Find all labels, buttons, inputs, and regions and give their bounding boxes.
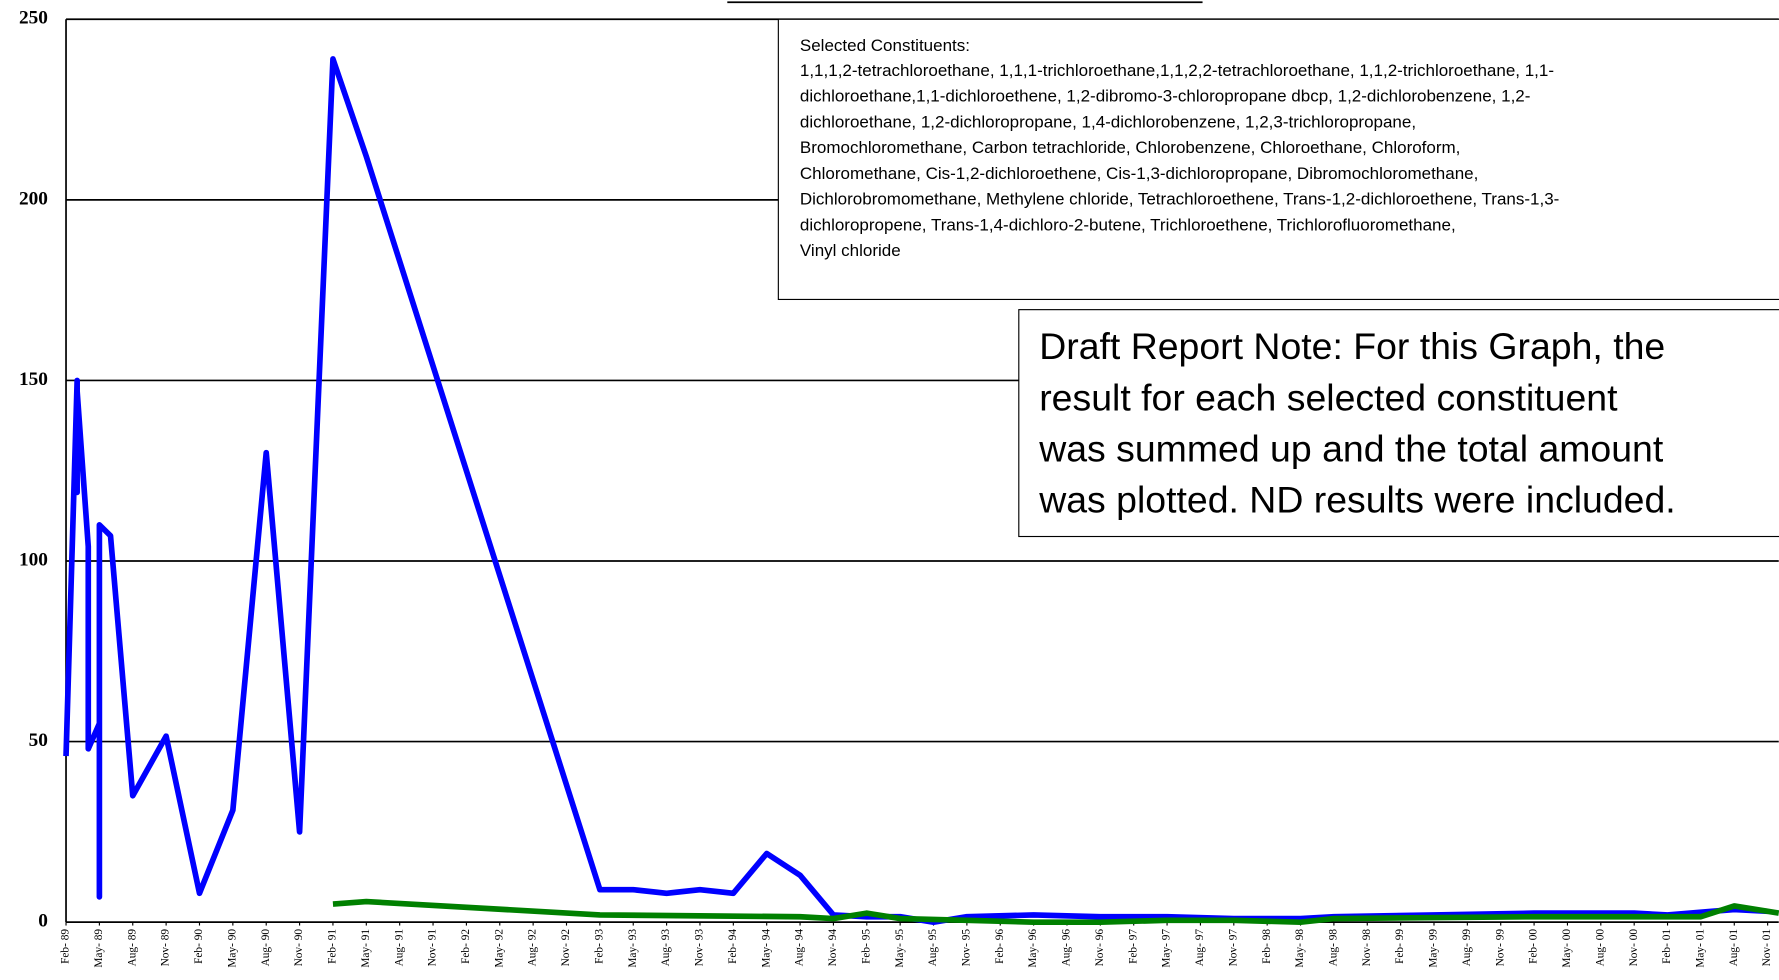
- constituents-line: dichloroethane, 1,2-dichloropropane, 1,4…: [800, 112, 1416, 131]
- constituents-line: Chloromethane, Cis-1,2-dichloroethene, C…: [800, 164, 1478, 183]
- x-tick-label: Feb- 98: [1261, 929, 1273, 964]
- x-tick-label: Aug- 94: [794, 929, 806, 967]
- x-tick-label: May- 90: [226, 929, 238, 968]
- note-line: result for each selected constituent: [1039, 376, 1618, 418]
- x-tick-label: May- 89: [93, 929, 105, 968]
- y-tick-label: 250: [19, 8, 48, 29]
- x-tick-label: May- 01: [1695, 929, 1707, 968]
- constituents-line: Vinyl chloride: [800, 241, 901, 260]
- x-tick-label: Feb- 90: [193, 929, 205, 964]
- x-tick-label: May- 95: [894, 929, 906, 968]
- data-line: [332, 898, 1779, 925]
- note-box: [1018, 309, 1779, 538]
- x-tick-label: Nov- 96: [1094, 929, 1106, 967]
- y-tick-label: 50: [29, 730, 48, 751]
- x-tick-label: Feb- 97: [1127, 929, 1139, 964]
- x-tick-label: May- 98: [1294, 929, 1306, 968]
- x-tick-label: May- 99: [1428, 929, 1440, 968]
- x-tick-label: Nov- 91: [427, 929, 439, 966]
- constituents-title: Selected Constituents:: [800, 36, 970, 55]
- x-tick-label: Feb- 99: [1394, 929, 1406, 964]
- x-tick-label: May- 91: [360, 929, 372, 968]
- x-tick-label: Nov- 95: [960, 929, 972, 967]
- y-tick-label: 150: [19, 369, 48, 390]
- constituents-line: Bromochloromethane, Carbon tetrachloride…: [800, 138, 1461, 157]
- x-tick-label: May- 92: [493, 929, 505, 968]
- x-tick-label: Nov- 92: [560, 929, 572, 967]
- x-tick-label: Aug- 91: [393, 929, 405, 966]
- data-line: [63, 56, 1768, 925]
- x-tick-label: Aug- 89: [126, 929, 138, 967]
- note-line: was summed up and the total amount: [1038, 427, 1664, 469]
- x-tick-label: Feb- 91: [327, 929, 339, 964]
- x-tick-label: Aug- 99: [1461, 929, 1473, 967]
- x-tick-label: Nov- 94: [827, 929, 839, 967]
- x-tick-label: Nov- 99: [1494, 929, 1506, 967]
- note-line: was plotted. ND results were included.: [1038, 478, 1675, 520]
- note-line: Draft Report Note: For this Graph, the: [1039, 325, 1665, 367]
- x-tick-label: Nov- 97: [1227, 929, 1239, 967]
- x-tick-label: Nov- 93: [694, 929, 706, 967]
- x-tick-label: Feb- 00: [1528, 929, 1540, 964]
- y-tick-label: 100: [19, 549, 48, 570]
- x-tick-label: Feb- 94: [727, 929, 739, 964]
- x-tick-label: Aug- 96: [1061, 929, 1073, 967]
- y-tick-label: 0: [38, 911, 48, 932]
- x-tick-label: Feb- 95: [860, 929, 872, 964]
- x-tick-label: Aug- 00: [1594, 929, 1606, 967]
- x-tick-label: Feb- 89: [60, 929, 72, 964]
- x-tick-label: Nov- 00: [1628, 929, 1640, 967]
- x-tick-label: Aug- 98: [1328, 929, 1340, 967]
- x-tick-label: Nov- 89: [160, 929, 172, 967]
- x-tick-label: Nov- 98: [1361, 929, 1373, 967]
- constituents-line: dichloropropene, Trans-1,4-dichloro-2-bu…: [800, 215, 1456, 234]
- x-tick-label: May- 97: [1161, 929, 1173, 968]
- x-tick-label: Feb- 93: [593, 929, 605, 964]
- x-tick-label: Feb- 96: [994, 929, 1006, 964]
- x-tick-label: May- 00: [1561, 929, 1573, 968]
- x-tick-label: Aug- 01: [1728, 929, 1740, 966]
- constituents-box: [777, 18, 1779, 301]
- x-tick-label: May- 96: [1027, 929, 1039, 968]
- x-tick-label: Feb- 01: [1661, 929, 1673, 964]
- y-tick-label: 200: [19, 188, 48, 209]
- x-tick-label: May- 94: [760, 929, 772, 968]
- x-tick-label: Feb- 92: [460, 929, 472, 964]
- x-tick-label: Aug- 90: [260, 929, 272, 967]
- annotations: 1,1,1,2-tetrachloroethane, 1,1,1-trichlo…: [800, 61, 1676, 520]
- x-tick-label: Aug- 95: [927, 929, 939, 967]
- x-tick-label: Nov- 01: [1761, 929, 1773, 966]
- constituents-line: Dichlorobromomethane, Methylene chloride…: [800, 190, 1559, 209]
- lines: [63, 56, 1779, 925]
- x-tick-label: May- 93: [627, 929, 639, 968]
- constituents-line: dichloroethane,1,1-dichloroethene, 1,2-d…: [800, 87, 1531, 106]
- x-tick-label: Aug- 93: [660, 929, 672, 967]
- constituents-line: 1,1,1,2-tetrachloroethane, 1,1,1-trichlo…: [800, 61, 1554, 80]
- x-tick-label: Nov- 90: [293, 929, 305, 967]
- x-tick-label: Aug- 92: [527, 929, 539, 967]
- x-tick-label: Aug- 97: [1194, 929, 1206, 967]
